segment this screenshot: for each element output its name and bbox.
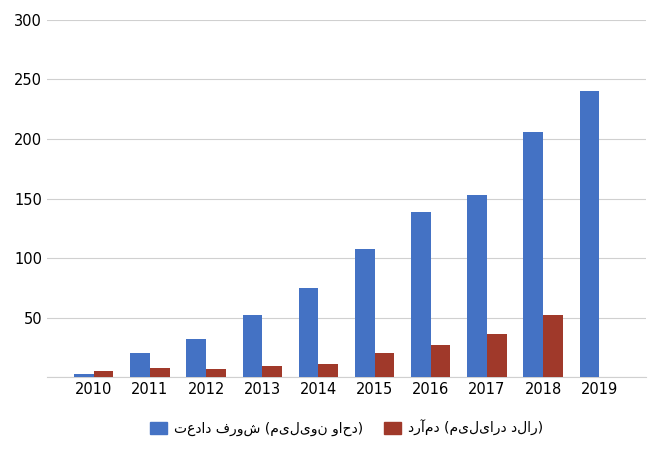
Bar	[94, 371, 114, 377]
Bar	[375, 353, 394, 377]
Bar	[318, 364, 338, 377]
Bar	[467, 195, 487, 377]
Bar	[150, 368, 170, 377]
Bar	[243, 315, 262, 377]
Bar	[523, 132, 543, 377]
Bar	[579, 91, 599, 377]
Bar	[487, 334, 507, 377]
Bar	[262, 366, 282, 377]
Bar	[411, 212, 431, 377]
Bar	[206, 369, 226, 377]
Bar	[299, 288, 318, 377]
Bar	[431, 345, 450, 377]
Bar	[543, 315, 563, 377]
Bar	[74, 374, 94, 377]
Bar	[355, 248, 375, 377]
Bar	[186, 339, 206, 377]
Legend: تعداد فروش (میلیون واحد), درآمد (میلیارد دلار): تعداد فروش (میلیون واحد), درآمد (میلیارد…	[145, 415, 548, 442]
Bar	[130, 353, 150, 377]
